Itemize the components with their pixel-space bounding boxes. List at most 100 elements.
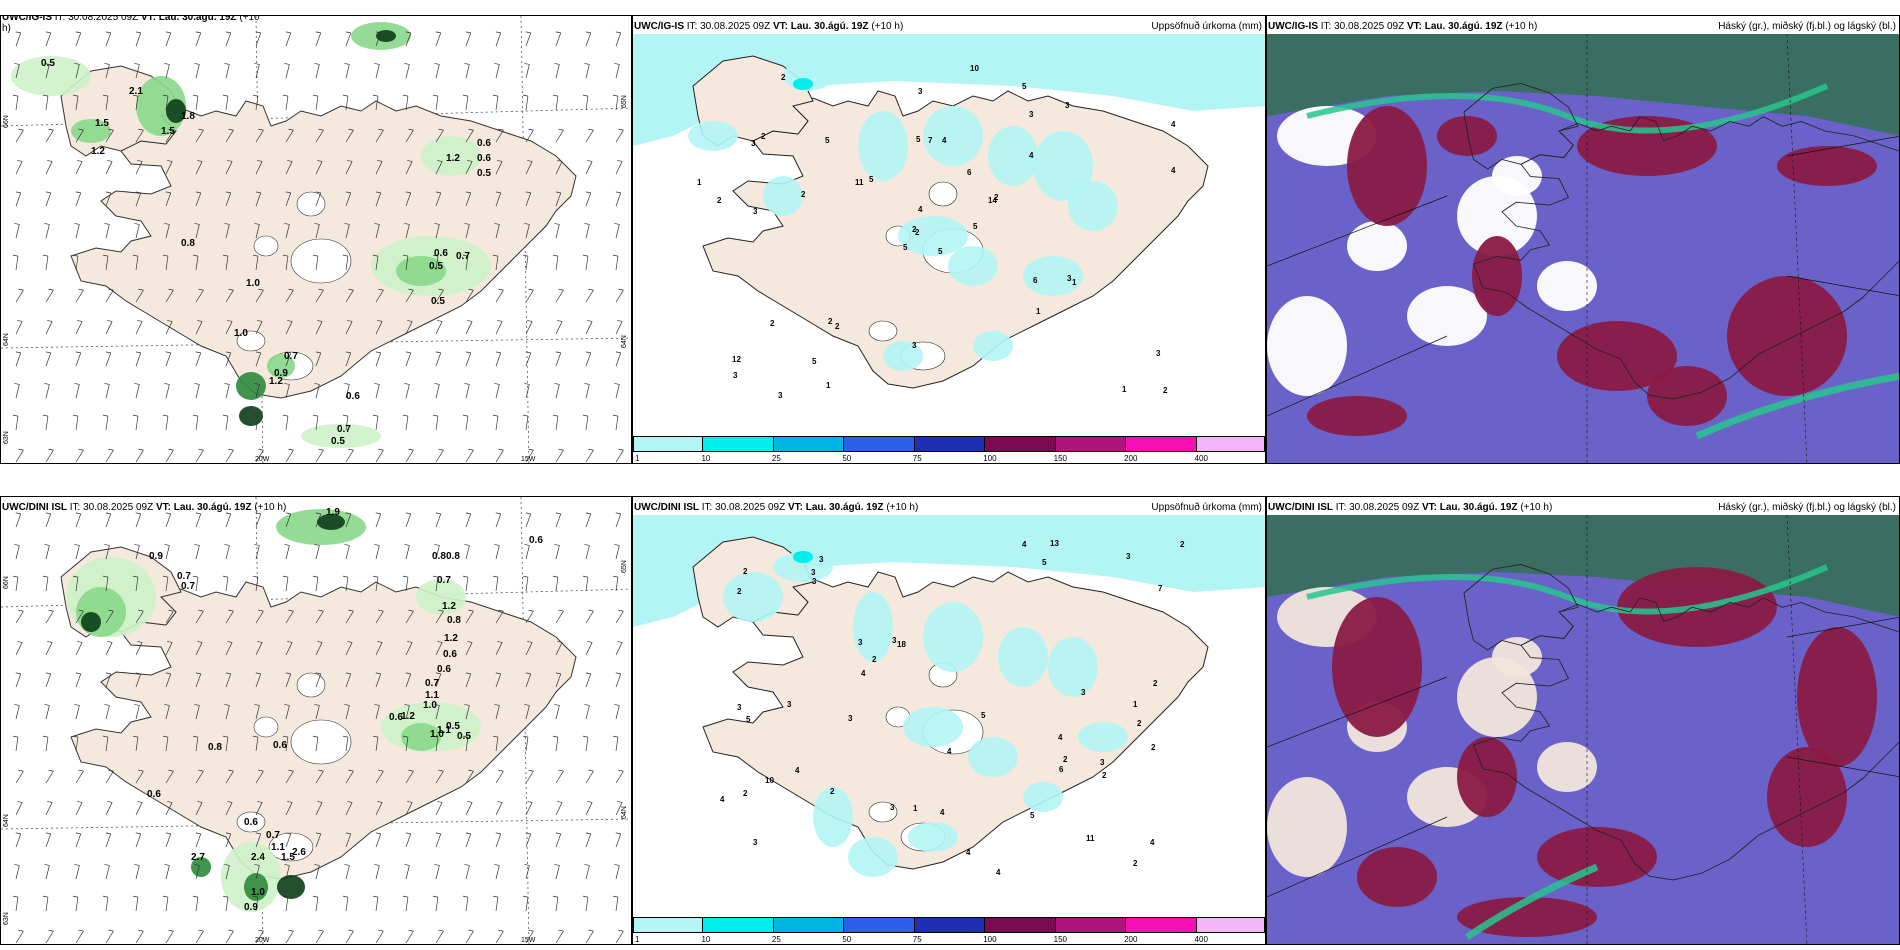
panel-title: UWC/DINI ISL IT: 30.08.2025 09Z VT: Lau.… — [634, 502, 919, 513]
wind-barb-flag — [405, 672, 411, 675]
precip-value-label: 4 — [1058, 733, 1063, 742]
wind-barb — [15, 770, 24, 784]
wind-barb-flag — [404, 223, 410, 225]
wind-barb — [255, 673, 262, 688]
wind-barb-flag — [614, 223, 620, 225]
wind-barb-flag — [252, 895, 259, 898]
wind-speed-label: 1.2 — [442, 601, 456, 612]
wind-barb — [555, 449, 564, 463]
wind-barb — [135, 449, 144, 463]
wind-barb — [165, 256, 169, 271]
glacier — [236, 811, 266, 833]
wind-speed-area — [81, 612, 101, 632]
colorbar-swatch — [633, 917, 704, 933]
wind-barb-flag — [407, 801, 413, 803]
wind-barb — [615, 673, 622, 688]
precip-value-label: 6 — [1033, 276, 1038, 285]
precip-value-label: 10 — [970, 64, 979, 73]
precip-value-label: 5 — [1042, 558, 1047, 567]
wind-barb-flag — [495, 512, 501, 515]
wind-barb — [525, 833, 532, 848]
wind-barb-flag — [252, 414, 259, 417]
wind-barb — [75, 161, 83, 175]
wind-barb-flag — [224, 864, 230, 866]
wind-barb — [405, 384, 410, 399]
wind-barb-flag — [408, 288, 414, 291]
wind-barb-flag — [468, 609, 474, 612]
wind-barb-flag — [557, 801, 563, 803]
wind-barb-flag — [468, 929, 474, 932]
wind-barb-flag — [107, 641, 113, 643]
wind-barb — [555, 865, 560, 880]
wind-barb-flag — [582, 575, 589, 578]
precip-value-label: 4 — [947, 747, 952, 756]
wind-barb — [225, 64, 230, 79]
wind-barb — [585, 770, 594, 784]
low-cloud-area — [1457, 737, 1517, 817]
wind-barb — [525, 384, 530, 399]
wind-barb — [345, 865, 350, 880]
wind-barb-flag — [72, 735, 79, 738]
low-cloud-area — [1727, 276, 1847, 396]
wind-barb — [45, 513, 52, 528]
wind-speed-label: 0.6 — [443, 649, 457, 660]
wind-barb-flag — [372, 254, 379, 257]
cloud-map — [1267, 33, 1899, 463]
wind-barb — [525, 545, 530, 560]
wind-barb — [255, 705, 260, 720]
wind-barb-flag — [524, 383, 530, 385]
wind-barb-flag — [405, 512, 411, 515]
wind-barb-flag — [374, 704, 380, 706]
wind-barb — [255, 224, 260, 239]
wind-barb-flag — [612, 575, 619, 578]
wind-barb — [315, 577, 319, 592]
high-cloud-area — [1267, 34, 1899, 136]
wind-barb-flag — [464, 704, 470, 706]
graticule — [1267, 676, 1448, 748]
wind-barb-flag — [132, 254, 139, 257]
wind-barb-flag — [287, 320, 293, 322]
clear-area — [1537, 742, 1597, 792]
wind-speed-label: 1.1 — [271, 842, 285, 853]
wind-barb — [615, 352, 622, 367]
wind-barb-flag — [528, 929, 534, 932]
wind-barb — [165, 610, 174, 624]
colorbar-swatch — [703, 436, 774, 452]
wind-barb-flag — [528, 769, 534, 772]
precip-value-label: 3 — [1126, 552, 1131, 561]
wind-barb-flag — [437, 160, 443, 162]
wind-barb — [435, 577, 439, 592]
wind-barb — [195, 289, 204, 303]
precip-area — [883, 341, 923, 371]
wind-barb — [225, 865, 230, 880]
low-cloud-area — [1472, 236, 1522, 316]
wind-barb — [465, 32, 472, 47]
lat-label: 64N — [3, 333, 10, 346]
wind-barb — [525, 224, 530, 239]
wind-barb-flag — [312, 254, 319, 257]
wind-barb-flag — [74, 383, 80, 385]
wind-barb — [105, 352, 112, 367]
precip-area — [968, 737, 1018, 777]
wind-barb-flag — [228, 929, 234, 932]
wind-barb-flag — [315, 351, 321, 354]
wind-barb-flag — [557, 320, 563, 322]
wind-barb-flag — [282, 575, 289, 578]
colorbar-tick: 150 — [1053, 935, 1068, 944]
wind-barb — [225, 384, 230, 399]
wind-barb — [105, 384, 110, 399]
wind-barb — [525, 897, 529, 912]
wind-speed-label: 1.0 — [423, 700, 437, 711]
wind-speed-area — [317, 514, 345, 530]
wind-barb — [195, 129, 204, 143]
wind-barb-flag — [254, 864, 260, 866]
wind-speed-label: 1.0 — [246, 278, 260, 289]
wind-barb — [405, 224, 410, 239]
wind-barb — [495, 32, 502, 47]
wind-barb — [285, 545, 290, 560]
wind-barb-flag — [492, 895, 499, 898]
wind-barb-flag — [108, 929, 114, 932]
wind-barb — [555, 770, 564, 784]
wind-barb — [285, 384, 290, 399]
wind-barb-flag — [348, 128, 354, 131]
